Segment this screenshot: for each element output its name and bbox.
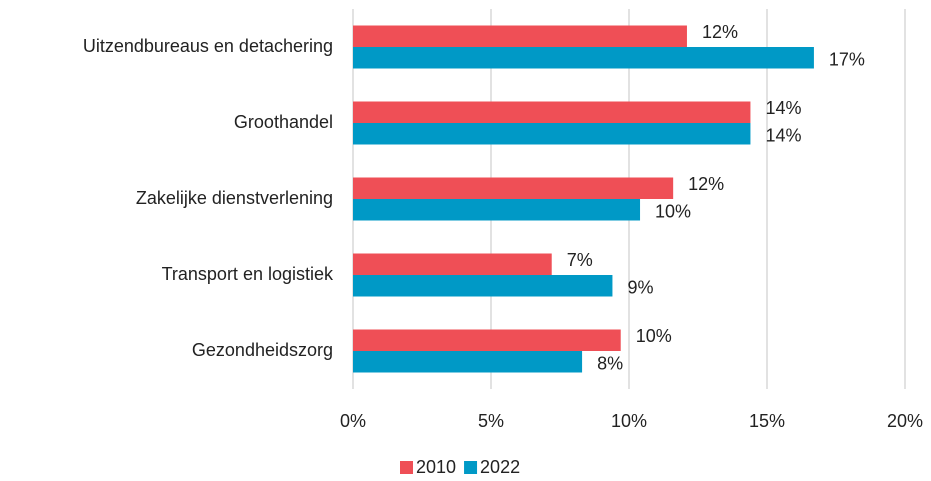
bar	[353, 329, 621, 351]
bar	[353, 177, 674, 199]
legend-swatch	[464, 461, 478, 474]
data-label: 9%	[627, 278, 653, 298]
data-label: 7%	[567, 250, 593, 270]
x-tick-label: 5%	[478, 411, 504, 431]
bar	[353, 123, 751, 145]
y-tick-label: Groothandel	[234, 112, 333, 132]
x-tick-label: 10%	[611, 411, 647, 431]
data-label: 8%	[597, 354, 623, 374]
data-label: 17%	[829, 50, 865, 70]
y-tick-label: Gezondheidszorg	[192, 340, 333, 360]
bar	[353, 351, 583, 373]
x-tick-label: 15%	[749, 411, 785, 431]
legend-swatch	[400, 461, 413, 474]
bar	[353, 25, 687, 47]
legend-label: 2022	[480, 457, 520, 477]
y-tick-label: Uitzendbureaus en detachering	[83, 36, 333, 56]
data-label: 12%	[702, 22, 738, 42]
data-label: 10%	[636, 326, 672, 346]
bar	[353, 275, 613, 297]
x-tick-label: 20%	[887, 411, 923, 431]
legend-label: 2010	[416, 457, 456, 477]
data-label: 14%	[765, 98, 801, 118]
bar	[353, 199, 641, 221]
y-tick-label: Transport en logistiek	[162, 264, 334, 284]
bar	[353, 101, 751, 123]
data-label: 12%	[688, 174, 724, 194]
data-label: 14%	[765, 126, 801, 146]
data-label: 10%	[655, 202, 691, 222]
y-tick-label: Zakelijke dienstverlening	[136, 188, 333, 208]
bar	[353, 253, 552, 275]
x-tick-label: 0%	[340, 411, 366, 431]
bar	[353, 47, 814, 69]
